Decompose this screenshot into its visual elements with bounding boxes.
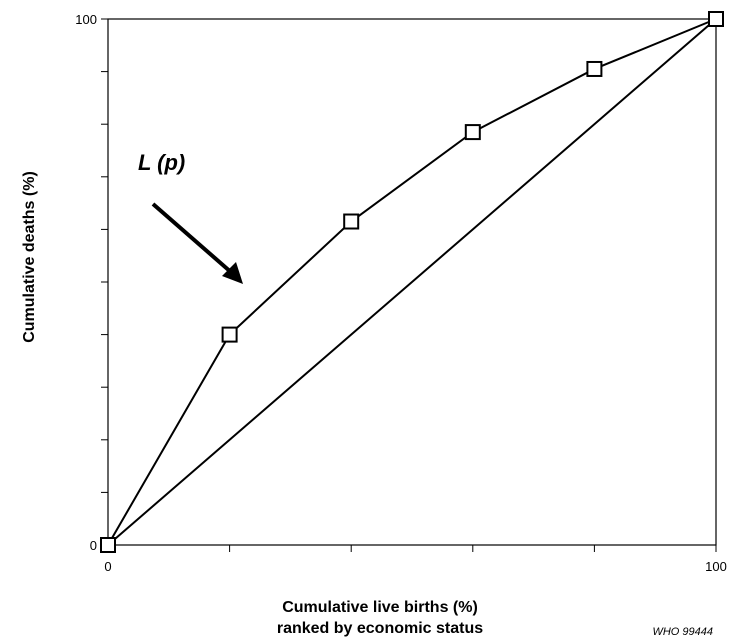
y-tick-label: 0 (90, 538, 97, 553)
data-point-marker (100, 537, 116, 553)
x-axis-title-line-2: ranked by economic status (277, 620, 483, 637)
y-axis-title: Cumulative deaths (%) (21, 171, 38, 343)
annotation-arrow (151, 202, 243, 284)
lorenz-curve-line (107, 18, 717, 546)
series-markers (100, 11, 724, 553)
x-tick-label: 0 (104, 559, 111, 574)
annotation-label: L (p) (138, 150, 185, 175)
equality-line (107, 18, 717, 546)
y-axis-ticks (101, 18, 108, 546)
x-axis-ticks (107, 545, 717, 552)
x-axis-title-line-1: Cumulative live births (%) (282, 599, 478, 616)
y-axis-tick-labels: 0 100 (75, 12, 97, 553)
x-tick-label: 100 (705, 559, 727, 574)
data-point-marker (708, 11, 724, 27)
data-point-marker (221, 326, 238, 343)
y-tick-label: 100 (75, 12, 97, 27)
x-axis-tick-labels: 0 100 (104, 559, 726, 574)
data-point-marker (343, 213, 360, 230)
data-point-marker (464, 124, 481, 141)
data-point-marker (586, 60, 603, 77)
figure-credit: WHO 99444 (652, 626, 713, 638)
series-lines (107, 18, 717, 546)
